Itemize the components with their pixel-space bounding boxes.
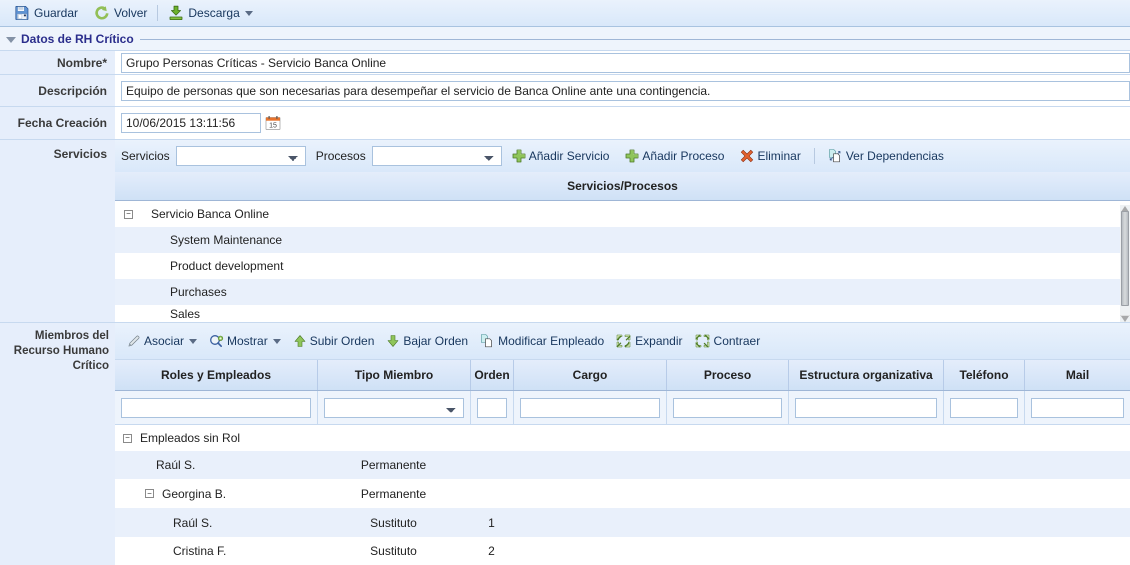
- svg-text:15: 15: [269, 123, 277, 130]
